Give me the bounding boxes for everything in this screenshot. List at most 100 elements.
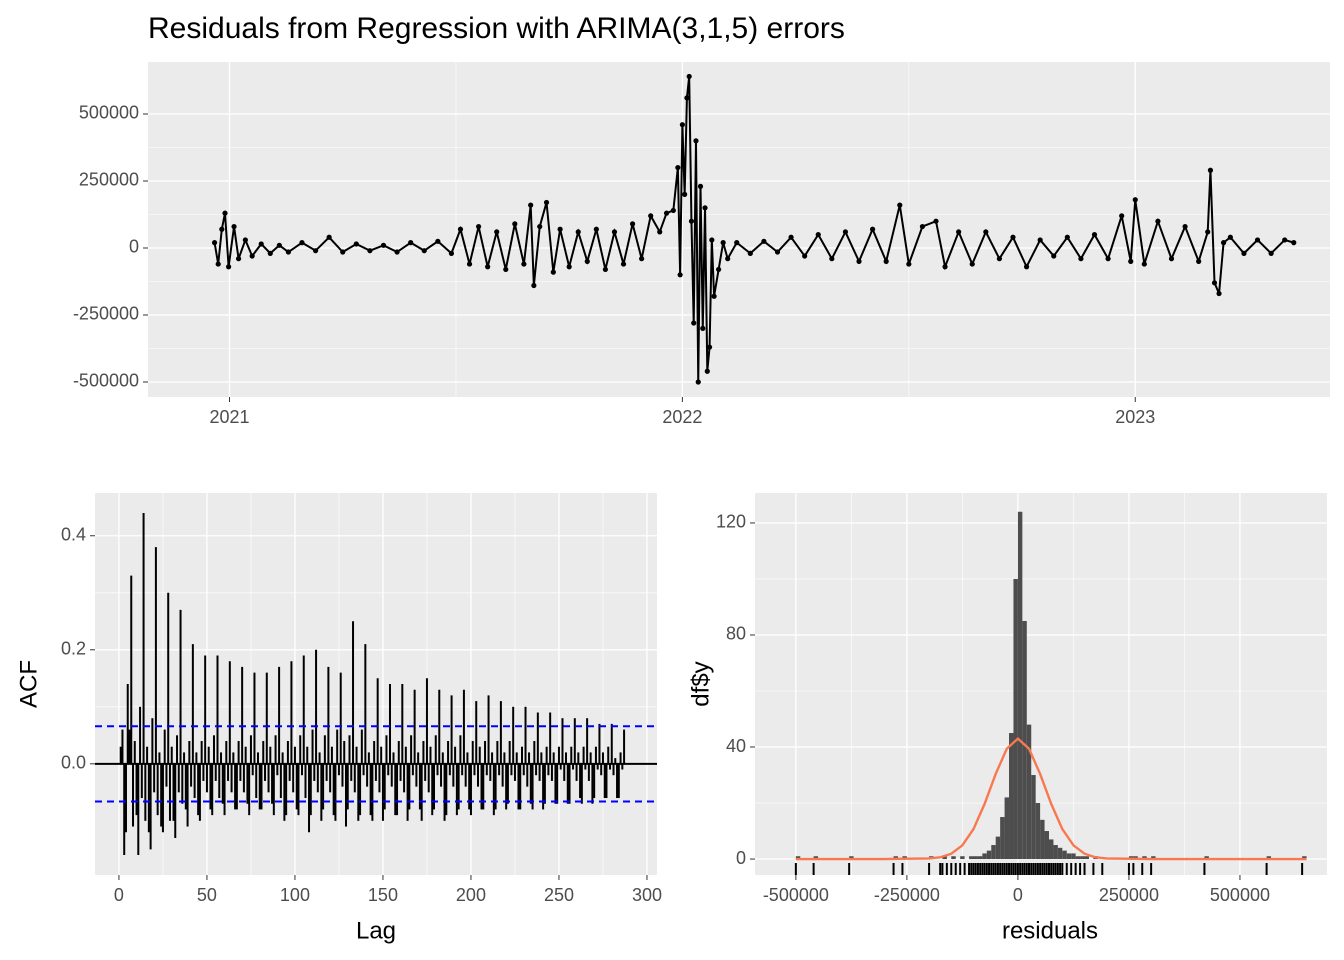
point: [421, 248, 427, 254]
point: [276, 242, 282, 248]
histogram-bar: [986, 850, 992, 860]
point: [566, 264, 572, 270]
point: [285, 249, 291, 255]
point: [326, 234, 332, 240]
point: [394, 249, 400, 255]
point: [1268, 250, 1274, 256]
histogram-bar: [942, 856, 947, 860]
x-tick-label: 100: [280, 885, 310, 905]
point: [897, 202, 903, 208]
panel-background: [148, 62, 1330, 397]
histogram-bar: [1302, 856, 1307, 860]
point: [675, 164, 681, 171]
point: [231, 223, 237, 230]
point: [774, 249, 781, 255]
point: [629, 221, 636, 227]
histogram-bar: [977, 856, 983, 860]
point: [312, 248, 319, 254]
point: [933, 218, 939, 224]
y-tick-label: -500000: [73, 371, 139, 391]
point: [380, 242, 387, 248]
histogram-bar: [1133, 856, 1138, 860]
point: [475, 223, 482, 230]
histogram-bar: [849, 856, 854, 860]
point: [620, 261, 627, 267]
point: [942, 264, 948, 270]
point: [215, 261, 221, 267]
y-axis-title: ACF: [15, 660, 42, 708]
point: [688, 218, 695, 224]
histogram-bar: [1057, 847, 1063, 860]
point: [686, 73, 692, 80]
histogram-bar: [813, 856, 819, 860]
point: [1010, 234, 1016, 240]
point: [996, 256, 1003, 262]
histogram-bar: [1031, 775, 1036, 860]
point: [700, 325, 706, 331]
histogram-bar: [1084, 856, 1089, 860]
x-tick-label: 0: [114, 885, 124, 905]
point: [593, 226, 599, 232]
point: [528, 202, 534, 208]
histogram-bar: [991, 845, 996, 860]
point: [691, 320, 697, 326]
point: [734, 240, 740, 246]
point: [716, 266, 722, 273]
x-tick-label: 250000: [1099, 885, 1159, 905]
point: [1254, 237, 1261, 243]
point: [1023, 264, 1030, 270]
histogram-bar: [1013, 578, 1018, 860]
point: [1141, 261, 1147, 267]
point: [1128, 258, 1134, 264]
density-curve: [795, 736, 1307, 861]
point: [584, 258, 590, 264]
point: [1105, 256, 1111, 262]
point: [1119, 213, 1125, 219]
x-axis-title: Lag: [356, 917, 396, 944]
histogram-bar: [1048, 839, 1054, 860]
histogram-bar: [1000, 817, 1005, 860]
y-tick-label: 0: [736, 848, 746, 868]
histogram-bar: [951, 856, 956, 860]
x-tick-label: 300: [632, 885, 662, 905]
point: [235, 256, 242, 262]
point: [883, 258, 889, 264]
point: [367, 248, 373, 254]
histogram-bar: [1266, 856, 1272, 860]
y-tick-label: 0.4: [61, 525, 86, 545]
point: [747, 250, 753, 256]
point: [657, 229, 663, 235]
point: [1282, 237, 1288, 243]
y-tick-label: 0.0: [61, 753, 86, 773]
point: [1211, 280, 1218, 286]
point: [815, 231, 821, 238]
histogram-bar: [973, 856, 978, 860]
y-tick-label: 80: [726, 624, 746, 644]
histogram-bar: [1053, 845, 1058, 860]
point: [725, 256, 731, 262]
point: [435, 238, 441, 244]
point: [720, 240, 726, 246]
point: [983, 229, 989, 235]
panel-background: [95, 493, 657, 875]
point: [919, 223, 926, 230]
histogram-bar: [1040, 819, 1045, 860]
y-tick-label: 500000: [79, 103, 139, 123]
x-tick-label: 2022: [662, 407, 702, 427]
x-tick-label: -250000: [874, 885, 940, 905]
panel-background: [755, 493, 1327, 875]
point: [211, 240, 218, 246]
point: [512, 221, 518, 227]
x-tick-label: 500000: [1210, 885, 1270, 905]
point: [1241, 250, 1247, 256]
point: [704, 368, 710, 374]
point: [1220, 240, 1227, 246]
y-axis-title: df$y: [687, 661, 714, 706]
point: [219, 226, 225, 232]
point: [842, 229, 849, 235]
histogram-bar: [1022, 620, 1027, 860]
y-tick-label: 120: [716, 512, 746, 532]
point: [485, 264, 491, 270]
histogram-bar: [893, 856, 898, 860]
point: [1051, 253, 1057, 259]
